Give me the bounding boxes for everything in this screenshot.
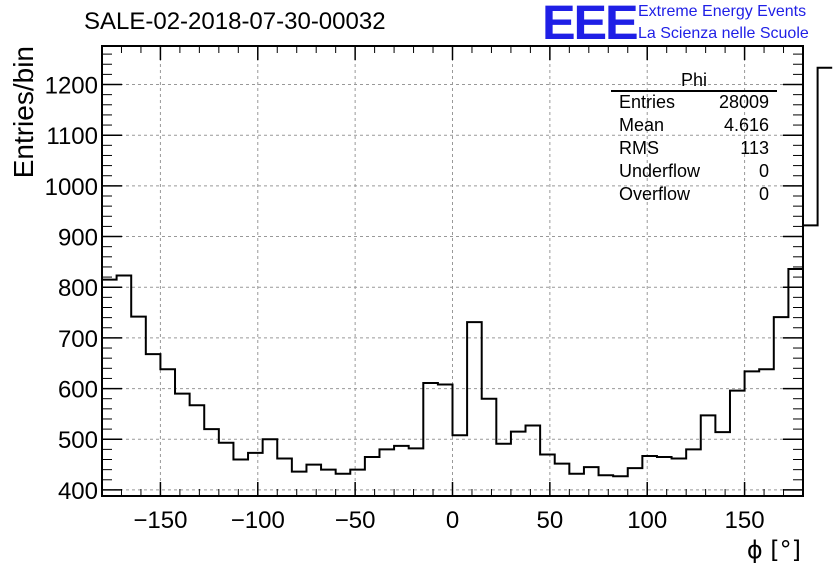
y-tick-label: 500: [58, 427, 98, 454]
stats-value: 0: [758, 161, 769, 181]
stats-value: 4.616: [723, 115, 769, 135]
x-tick-label: −100: [231, 507, 285, 534]
x-tick-label: 0: [446, 507, 459, 534]
stats-row-underflow: Underflow 0: [619, 161, 769, 183]
x-tick-label: −50: [335, 507, 376, 534]
stats-label: Entries: [619, 92, 676, 112]
stats-label: Underflow: [619, 161, 701, 181]
y-tick-label: 1000: [45, 174, 98, 201]
x-axis-label: ϕ [°]: [747, 536, 801, 564]
x-tick-label: −150: [133, 507, 187, 534]
stats-row-mean: Mean 4.616: [619, 115, 769, 137]
stats-label: Overflow: [619, 184, 691, 204]
x-tick-label: 150: [725, 507, 765, 534]
y-axis-label: Entries/bin: [8, 46, 39, 178]
stats-value: 0: [758, 184, 769, 204]
stats-row-rms: RMS 113: [619, 138, 769, 160]
eee-logo: EEE: [542, 0, 639, 50]
logo-subtitle-line2: La Scienza nelle Scuole: [638, 25, 809, 42]
y-tick-label: 800: [58, 275, 98, 302]
logo-subtitle-line1: Extreme Energy Events: [638, 3, 807, 20]
stats-divider: [611, 90, 777, 92]
y-tick-label: 400: [58, 478, 98, 505]
y-tick-label: 700: [58, 326, 98, 353]
stats-label: Mean: [619, 115, 665, 135]
stats-value: 28009: [718, 92, 769, 112]
stats-row-overflow: Overflow 0: [619, 184, 769, 206]
run-title: SALE-02-2018-07-30-00032: [84, 8, 386, 35]
stats-row-entries: Entries 28009: [619, 92, 769, 114]
x-tick-label: 100: [627, 507, 667, 534]
histogram-line: [102, 66, 833, 478]
tick-layer: [102, 46, 804, 496]
x-tick-label: 50: [537, 507, 564, 534]
tick-label-layer: −150 −100 −50 0 50 100 150 400 500 600 700 800 900 10…: [45, 73, 765, 534]
stats-label: RMS: [619, 138, 659, 158]
stats-value: 113: [740, 138, 769, 158]
grid-layer: [102, 46, 803, 496]
stats-title: Phi: [680, 70, 707, 90]
y-tick-label: 1200: [45, 73, 98, 100]
y-tick-label: 600: [58, 377, 98, 404]
y-tick-label: 1100: [46, 123, 98, 150]
y-tick-label: 900: [58, 225, 98, 252]
